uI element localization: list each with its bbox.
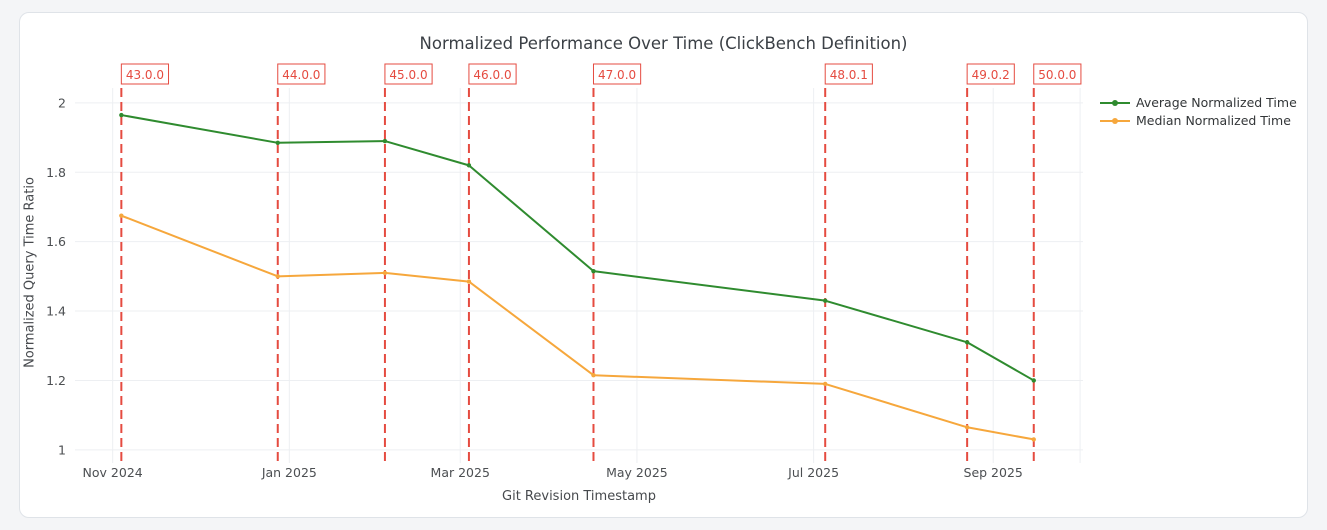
release-label-50.0.0: 50.0.0 xyxy=(1038,68,1076,82)
release-label-44.0.0: 44.0.0 xyxy=(282,68,320,82)
release-label-box-47.0.0 xyxy=(592,63,642,85)
average-data-point[interactable] xyxy=(823,298,828,303)
y-axis-title: Normalized Query Time Ratio xyxy=(22,177,38,368)
median-data-point[interactable] xyxy=(1031,437,1036,442)
average-data-point[interactable] xyxy=(275,140,280,146)
release-label-47.0.0: 47.0.0 xyxy=(598,68,636,82)
release-label-box-43.0.0 xyxy=(120,63,170,85)
y-tick-label: 1.6 xyxy=(46,234,66,249)
legend-item-median[interactable]: Median Normalized Time xyxy=(1099,113,1297,128)
legend: Average Normalized Time Median Normalize… xyxy=(1099,95,1297,128)
legend-swatch-average-icon xyxy=(1100,99,1130,106)
average-data-point[interactable] xyxy=(466,163,472,168)
median-data-point[interactable] xyxy=(964,425,970,430)
median-data-point[interactable] xyxy=(275,274,280,279)
release-label-box-46.0.0 xyxy=(468,63,517,85)
release-label-46.0.0: 46.0.0 xyxy=(473,68,511,82)
median-series-line[interactable] xyxy=(120,214,1034,441)
median-data-point[interactable] xyxy=(591,373,596,378)
legend-item-average[interactable]: Average Normalized Time xyxy=(1099,95,1297,110)
median-data-point[interactable] xyxy=(823,381,828,387)
release-label-box-50.0.0 xyxy=(1033,63,1082,85)
x-tick-label: May 2025 xyxy=(606,465,668,480)
average-data-point[interactable] xyxy=(591,268,596,274)
average-data-point[interactable] xyxy=(119,112,124,118)
chart-card xyxy=(19,12,1308,518)
release-label-45.0.0: 45.0.0 xyxy=(389,68,427,82)
y-tick-label: 1.4 xyxy=(46,304,66,319)
x-tick-label: Mar 2025 xyxy=(431,465,490,480)
median-data-point[interactable] xyxy=(382,270,388,276)
average-data-point[interactable] xyxy=(964,340,970,345)
average-data-point[interactable] xyxy=(1031,378,1036,383)
release-label-box-49.0.2 xyxy=(966,63,1015,85)
average-data-point[interactable] xyxy=(382,138,388,144)
y-tick-label: 2 xyxy=(58,95,66,110)
release-label-box-45.0.0 xyxy=(384,63,433,85)
x-tick-label: Sep 2025 xyxy=(964,465,1023,480)
median-data-point[interactable] xyxy=(119,213,124,218)
y-tick-label: 1 xyxy=(58,442,66,457)
y-tick-label: 1.2 xyxy=(46,373,66,388)
release-label-49.0.2: 49.0.2 xyxy=(972,68,1010,82)
x-axis-title: Git Revision Timestamp xyxy=(502,489,656,504)
release-label-box-48.0.1 xyxy=(824,63,873,85)
average-series-line[interactable] xyxy=(121,114,1035,382)
legend-label-average: Average Normalized Time xyxy=(1136,95,1297,110)
median-data-point[interactable] xyxy=(466,279,472,284)
release-label-box-44.0.0 xyxy=(277,63,326,85)
x-tick-label: Nov 2024 xyxy=(83,465,143,480)
x-tick-label: Jul 2025 xyxy=(787,465,839,480)
release-label-43.0.0: 43.0.0 xyxy=(126,68,164,82)
legend-swatch-median-icon xyxy=(1100,117,1130,124)
legend-label-median: Median Normalized Time xyxy=(1136,113,1291,128)
release-label-48.0.1: 48.0.1 xyxy=(830,68,868,82)
x-tick-label: Jan 2025 xyxy=(261,465,317,480)
chart-title: Normalized Performance Over Time (ClickB… xyxy=(419,34,908,53)
y-tick-label: 1.8 xyxy=(46,165,66,180)
